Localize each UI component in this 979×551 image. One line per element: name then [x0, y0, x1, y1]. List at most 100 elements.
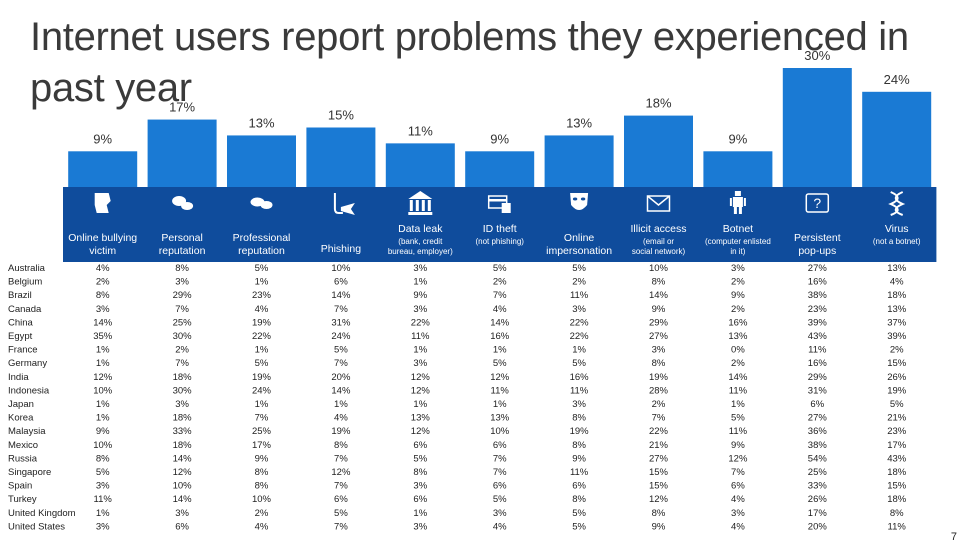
category-sublabel-8: social network) [632, 247, 686, 256]
table-cell: 15% [887, 358, 907, 369]
category-label-2-line2: reputation [159, 245, 206, 257]
table-cell: 5% [334, 508, 348, 519]
table-cell: 25% [252, 426, 272, 437]
table-cell: 1% [255, 399, 269, 410]
table-cell: 12% [173, 467, 193, 478]
table-cell: 8% [334, 440, 348, 451]
table-cell: 18% [887, 494, 907, 505]
category-label-3: Professional [233, 232, 291, 244]
table-cell: 2% [731, 277, 745, 288]
table-cell: 8% [572, 494, 586, 505]
table-cell: 21% [649, 440, 669, 451]
table-cell: 3% [731, 508, 745, 519]
table-cell: 2% [255, 508, 269, 519]
table-cell: 3% [572, 399, 586, 410]
table-cell: 12% [411, 426, 431, 437]
table-cell: 3% [572, 304, 586, 315]
table-cell: 16% [570, 372, 590, 383]
category-sublabel-9: (computer enlisted [705, 237, 771, 246]
category-label-8: Illicit access [630, 223, 686, 235]
category-label-1: Online bullying [68, 232, 137, 244]
table-cell: 23% [887, 426, 907, 437]
table-cell: 27% [808, 263, 828, 274]
table-cell: 5% [890, 399, 904, 410]
table-cell: 8% [652, 508, 666, 519]
table-cell: 7% [175, 304, 189, 315]
country-label-18: Turkey [8, 494, 37, 505]
table-cell: 12% [93, 372, 113, 383]
table-cell: 3% [413, 263, 427, 274]
table-cell: 2% [493, 277, 507, 288]
table-cell: 18% [887, 290, 907, 301]
table-cell: 20% [808, 521, 828, 532]
category-sublabel-6: (not phishing) [475, 237, 524, 246]
value-label-4: 15% [328, 108, 354, 123]
virus-icon [888, 191, 906, 216]
category-label-4: Phishing [321, 243, 361, 255]
country-label-10: Indonesia [8, 385, 50, 396]
table-cell: 10% [173, 481, 193, 492]
category-label-3-line2: reputation [238, 245, 285, 257]
table-cell: 6% [493, 440, 507, 451]
table-cell: 1% [334, 399, 348, 410]
table-cell: 33% [173, 426, 193, 437]
table-cell: 10% [93, 385, 113, 396]
value-label-10: 30% [804, 48, 830, 63]
table-cell: 25% [808, 467, 828, 478]
category-sublabel-8: (email or [643, 237, 674, 246]
table-cell: 4% [890, 277, 904, 288]
table-cell: 19% [331, 426, 351, 437]
envelope-icon [646, 195, 671, 212]
country-label-2: Belgium [8, 277, 42, 288]
table-cell: 19% [570, 426, 590, 437]
country-label-9: India [8, 372, 29, 383]
table-cell: 5% [572, 521, 586, 532]
table-cell: 33% [808, 481, 828, 492]
category-sublabel-5: bureau, employer) [388, 247, 453, 256]
table-cell: 7% [334, 358, 348, 369]
table-cell: 23% [808, 304, 828, 315]
table-cell: 2% [96, 277, 110, 288]
table-cell: 5% [731, 413, 745, 424]
table-cell: 22% [649, 426, 669, 437]
table-cell: 11% [491, 385, 510, 396]
table-cell: 4% [493, 521, 507, 532]
table-cell: 14% [490, 317, 510, 328]
table-cell: 5% [572, 263, 586, 274]
category-sublabel-5: (bank, credit [398, 237, 443, 246]
table-cell: 10% [490, 426, 510, 437]
table-cell: 3% [413, 521, 427, 532]
table-cell: 4% [96, 263, 110, 274]
bar-7 [544, 135, 614, 187]
table-cell: 12% [411, 372, 431, 383]
table-cell: 3% [731, 263, 745, 274]
value-label-9: 9% [729, 131, 748, 146]
table-cell: 24% [252, 385, 272, 396]
table-cell: 11% [411, 331, 430, 342]
table-cell: 13% [887, 263, 907, 274]
table-cell: 5% [255, 263, 269, 274]
table-cell: 8% [652, 358, 666, 369]
country-label-13: Malaysia [8, 426, 46, 437]
country-label-4: Canada [8, 304, 42, 315]
table-cell: 22% [252, 331, 272, 342]
table-cell: 6% [413, 494, 427, 505]
country-label-6: Egypt [8, 331, 33, 342]
category-sublabel-11: (not a botnet) [873, 237, 921, 246]
value-label-3: 13% [248, 115, 274, 130]
table-cell: 10% [331, 263, 351, 274]
table-cell: 21% [887, 413, 907, 424]
table-cell: 28% [649, 385, 669, 396]
table-cell: 6% [175, 521, 189, 532]
table-cell: 14% [173, 494, 193, 505]
table-cell: 30% [173, 331, 193, 342]
table-cell: 14% [93, 317, 113, 328]
table-cell: 1% [493, 399, 507, 410]
table-cell: 35% [93, 331, 113, 342]
table-cell: 14% [331, 290, 351, 301]
table-cell: 10% [252, 494, 272, 505]
table-cell: 36% [808, 426, 828, 437]
table-cell: 19% [252, 317, 272, 328]
value-label-8: 18% [645, 96, 671, 111]
table-cell: 9% [255, 453, 269, 464]
